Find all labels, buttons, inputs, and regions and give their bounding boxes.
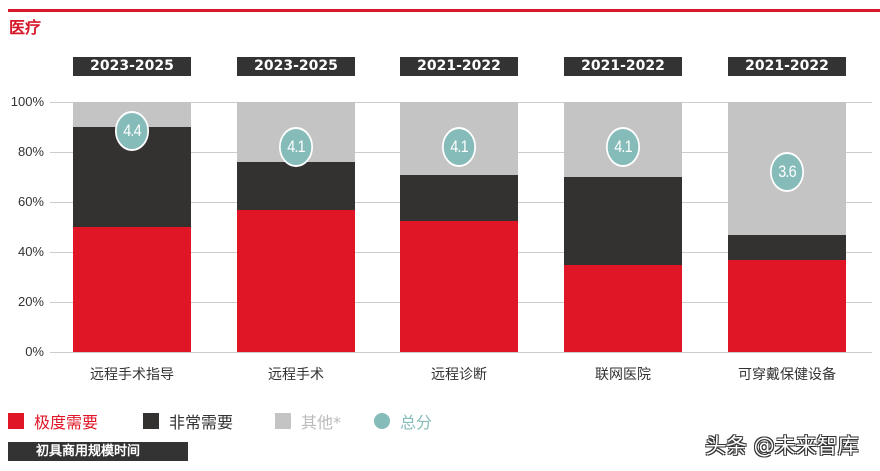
total-score-badge: 4.1: [442, 127, 476, 167]
total-score-badge: 4.1: [279, 127, 313, 167]
top-accent-line: [8, 9, 880, 12]
y-tick: 100%: [10, 94, 44, 109]
category-label: 可穿戴保健设备: [738, 367, 836, 383]
bar-segment: [564, 264, 682, 352]
commercial-time-badge: 2021-2022: [564, 57, 682, 76]
legend-item-other: 其他*: [275, 409, 341, 433]
legend-label: 极度需要: [34, 413, 99, 432]
y-tick: 40%: [17, 244, 44, 259]
teal-circle-icon: [374, 413, 390, 429]
total-score-badge: 3.6: [770, 152, 804, 192]
legend-item-extremely-needed: 极度需要: [8, 409, 98, 433]
bar-segment: [728, 259, 846, 352]
dark-square-icon: [143, 413, 159, 429]
section-title: 医疗: [9, 18, 42, 37]
legend-item-very-needed: 非常需要: [143, 409, 233, 433]
bar-segment: [728, 234, 846, 260]
bar-segment: [400, 220, 518, 352]
y-tick: 0%: [25, 344, 44, 359]
bar-segment: [237, 209, 355, 352]
y-tick: 60%: [17, 194, 44, 209]
stacked-bar: [728, 102, 846, 352]
legend-label: 非常需要: [169, 413, 234, 432]
category-label: 联网医院: [595, 367, 651, 383]
bar-segment: [237, 162, 355, 210]
total-score-badge: 4.4: [115, 111, 149, 151]
red-square-icon: [8, 413, 24, 429]
bar-segment: [564, 177, 682, 265]
total-score-badge: 4.1: [606, 127, 640, 167]
commercial-time-legend-badge: 初具商用规模时间: [8, 442, 188, 461]
commercial-time-badge: 2021-2022: [728, 57, 846, 76]
stacked-bar: [73, 102, 191, 352]
gray-square-icon: [275, 413, 291, 429]
category-label: 远程手术: [268, 367, 324, 383]
y-tick: 20%: [17, 294, 44, 309]
bar-segment: [400, 174, 518, 221]
stacked-bar: [564, 102, 682, 352]
x-axis-baseline: [50, 352, 872, 353]
watermark: 头条 @未来智库: [705, 434, 859, 458]
category-label: 远程诊断: [431, 367, 487, 383]
commercial-time-badge: 2023-2025: [73, 57, 191, 76]
commercial-time-badge: 2021-2022: [400, 57, 518, 76]
legend-label: 总分: [400, 413, 433, 432]
bar-segment: [73, 227, 191, 352]
legend-label: 其他*: [301, 413, 342, 432]
commercial-time-badge: 2023-2025: [237, 57, 355, 76]
category-label: 远程手术指导: [90, 367, 174, 383]
y-tick: 80%: [17, 144, 44, 159]
legend-item-total-score: 总分: [374, 409, 432, 433]
